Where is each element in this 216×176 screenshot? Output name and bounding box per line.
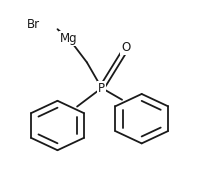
Text: Mg: Mg [60,32,78,45]
Text: P: P [98,81,105,95]
Text: Br: Br [27,18,40,31]
Text: O: O [121,41,130,54]
